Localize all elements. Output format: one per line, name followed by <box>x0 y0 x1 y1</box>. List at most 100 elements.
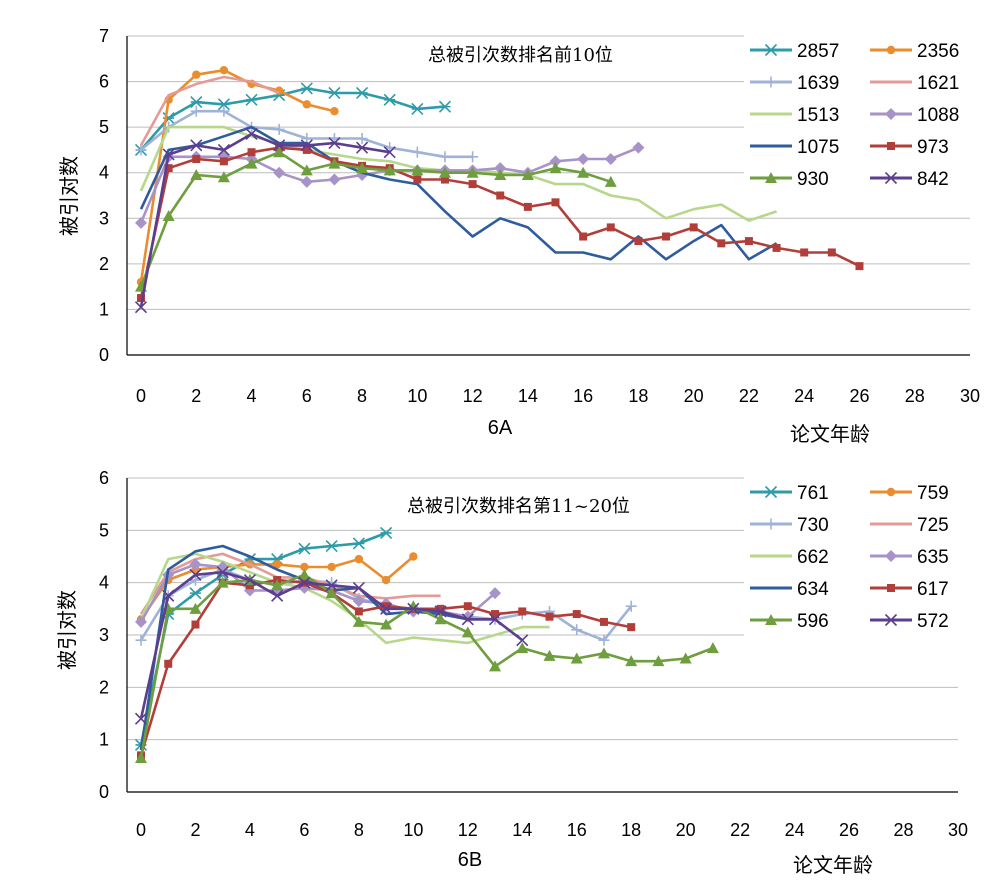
legend-marker <box>764 485 778 499</box>
data-point <box>190 96 203 109</box>
data-point <box>217 143 230 156</box>
data-point <box>689 223 698 232</box>
x-tick-label: 0 <box>136 386 146 406</box>
legend-marker <box>764 43 778 57</box>
x-tick-label: 8 <box>357 386 367 406</box>
x-tick-label: 2 <box>190 820 200 840</box>
data-point <box>189 568 202 581</box>
data-point <box>137 294 145 303</box>
data-point <box>164 659 173 668</box>
data-point <box>570 652 583 664</box>
data-point <box>411 164 424 176</box>
data-point <box>189 587 202 600</box>
data-point <box>189 558 202 571</box>
series-line <box>139 150 612 288</box>
data-point <box>489 587 502 600</box>
data-point <box>325 579 338 592</box>
data-point <box>219 157 228 166</box>
data-point <box>162 148 175 161</box>
legend-label: 572 <box>917 611 949 632</box>
data-point <box>413 175 422 184</box>
x-tick-label: 4 <box>245 820 255 840</box>
data-point <box>354 607 363 616</box>
data-point <box>625 600 637 612</box>
data-point <box>516 634 529 647</box>
legend-label: 725 <box>917 515 949 536</box>
legend-label: 2857 <box>797 41 839 62</box>
data-point <box>352 581 365 594</box>
x-tick-label: 2 <box>191 386 201 406</box>
data-point <box>216 576 229 588</box>
x-axis-label: 论文年龄 <box>793 853 873 877</box>
data-point <box>383 93 396 106</box>
data-point <box>438 166 451 178</box>
data-point <box>300 562 309 572</box>
legend-item: 1639 <box>750 73 839 94</box>
series-line <box>139 552 550 645</box>
data-point <box>298 542 311 555</box>
series-line <box>139 75 280 147</box>
legend-item: 930 <box>750 169 829 190</box>
legend: 2857 2356 1639 1621 1513 1088 1075 973 930 842 <box>744 32 1005 196</box>
data-point <box>216 566 229 579</box>
y-tick-label: 6 <box>99 468 109 488</box>
legend-item: 730 <box>750 515 829 536</box>
data-point <box>380 618 393 630</box>
series-1075 <box>139 125 778 261</box>
y-tick-label: 4 <box>99 573 109 593</box>
data-point <box>625 655 638 667</box>
series-line <box>140 87 446 151</box>
data-point <box>383 146 396 159</box>
data-point <box>245 127 258 141</box>
data-point <box>273 146 286 158</box>
data-point <box>191 620 200 629</box>
data-point <box>330 106 339 116</box>
legend-label: 930 <box>797 169 829 190</box>
data-point <box>134 301 148 314</box>
data-point <box>273 166 286 179</box>
x-tick-label: 30 <box>948 820 968 840</box>
legend-label: 662 <box>797 547 829 568</box>
legend-label: 1075 <box>797 137 839 158</box>
data-point <box>599 617 608 626</box>
chart-caption: 6B <box>458 849 482 871</box>
x-tick-label: 28 <box>894 820 914 840</box>
data-point <box>273 123 285 135</box>
data-point <box>382 602 391 611</box>
legend-marker <box>885 108 897 120</box>
data-point <box>411 102 424 115</box>
data-point <box>772 243 781 252</box>
x-tick-label: 0 <box>136 820 146 840</box>
series-842 <box>134 127 396 314</box>
data-point <box>494 162 507 175</box>
data-point <box>328 86 341 100</box>
legend-marker <box>886 487 896 497</box>
chart-caption: 6A <box>488 417 513 439</box>
chart-annotation: 总被引次数排名前10位 <box>428 45 613 66</box>
y-tick-label: 2 <box>99 677 109 697</box>
legend-label: 596 <box>797 611 829 632</box>
data-point <box>245 93 258 106</box>
data-point <box>549 162 562 174</box>
data-point <box>356 133 368 145</box>
data-point <box>634 237 643 246</box>
data-point <box>162 210 175 222</box>
x-tick-label: 20 <box>676 820 696 840</box>
data-point <box>271 589 284 602</box>
x-tick-label: 18 <box>621 820 641 840</box>
legend-item: 1621 <box>870 73 959 94</box>
x-tick-label: 28 <box>905 386 925 406</box>
series-line <box>139 531 387 746</box>
data-point <box>356 162 369 174</box>
series-617 <box>137 576 636 760</box>
x-tick-label: 18 <box>628 386 648 406</box>
x-tick-label: 30 <box>960 386 980 406</box>
data-point <box>438 100 452 113</box>
data-point <box>352 615 365 627</box>
data-point <box>302 100 311 109</box>
data-point <box>679 652 692 664</box>
data-point <box>491 610 500 619</box>
x-tick-label: 6 <box>299 820 309 840</box>
data-point <box>627 623 636 632</box>
data-point <box>496 191 505 200</box>
